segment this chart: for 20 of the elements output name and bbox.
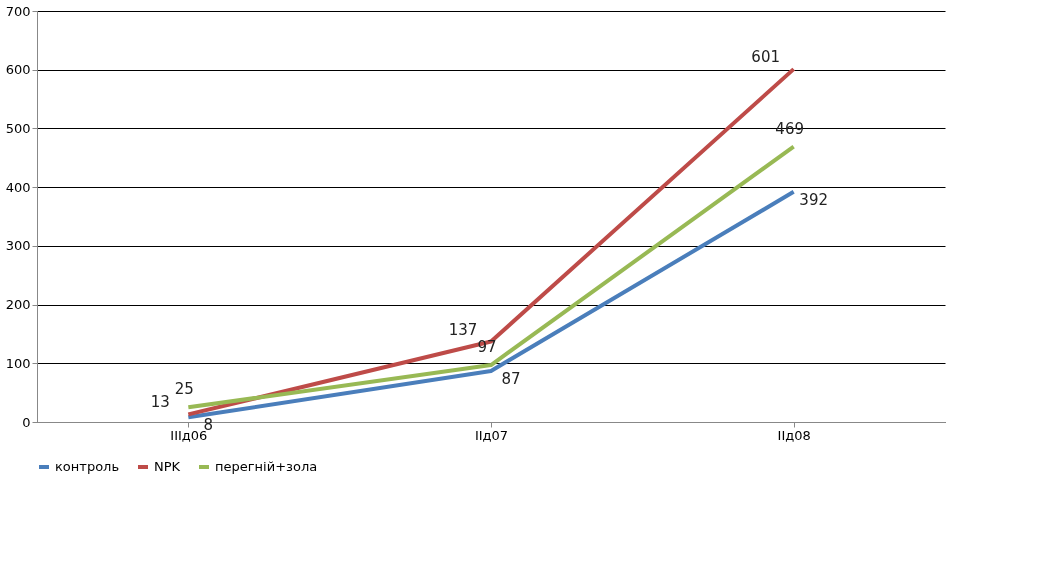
legend-label: перегній+зола [215, 459, 318, 474]
y-tick-label: 400 [5, 179, 31, 195]
data-label: 13 [150, 393, 170, 412]
y-tick-label: 600 [5, 62, 31, 78]
data-label: 25 [174, 380, 194, 399]
y-tick-label: 200 [5, 297, 31, 313]
y-tick-label: 300 [5, 238, 31, 254]
y-tick-label: 100 [5, 355, 31, 371]
data-label: 97 [477, 338, 497, 357]
legend-label: контроль [55, 459, 120, 474]
data-label: 137 [448, 320, 478, 339]
y-tick-label: 500 [5, 120, 31, 136]
data-label: 601 [751, 48, 780, 67]
y-tick-label: 700 [5, 3, 31, 19]
legend-label: NPK [154, 459, 181, 474]
data-label: 392 [799, 190, 828, 209]
x-tick-label: IIд07 [474, 427, 509, 443]
y-tick-label: 0 [22, 414, 31, 430]
x-tick-label: IIд08 [777, 427, 811, 443]
data-label: 87 [501, 369, 521, 388]
